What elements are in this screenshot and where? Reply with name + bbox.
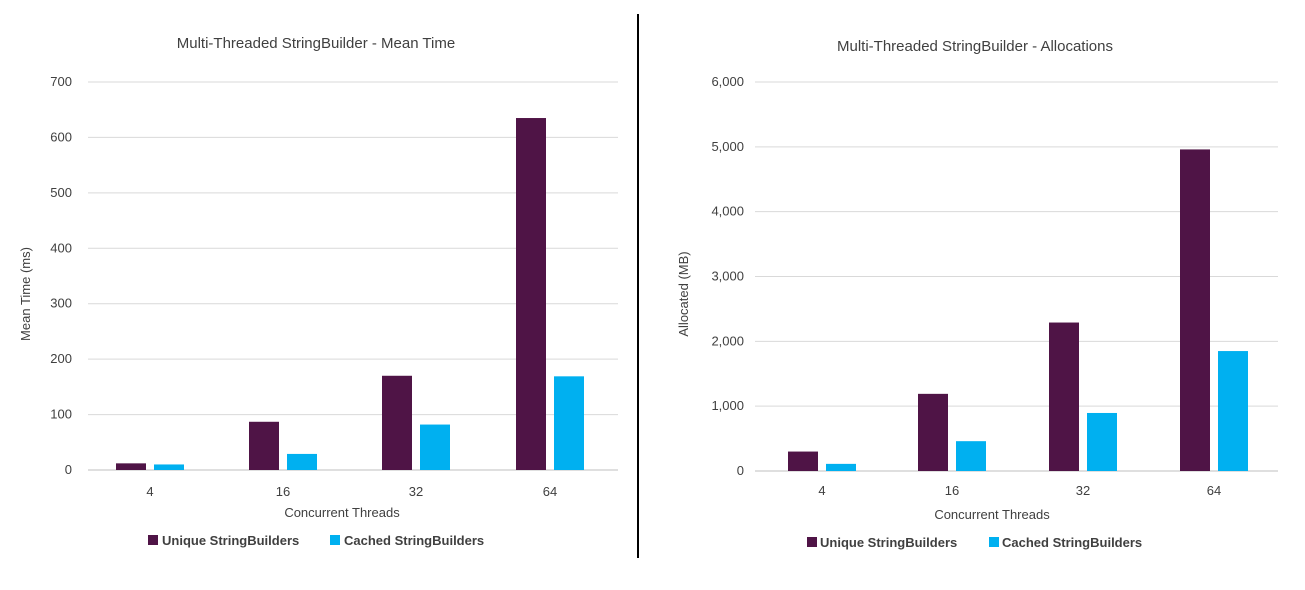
x-tick-label: 32	[409, 484, 423, 499]
y-tick-label: 4,000	[711, 204, 744, 219]
bar-cached-4	[154, 464, 184, 470]
legend-label-cached: Cached StringBuilders	[1002, 535, 1142, 550]
legend-label-cached: Cached StringBuilders	[344, 533, 484, 548]
y-tick-label: 700	[50, 74, 72, 89]
x-tick-label: 4	[146, 484, 153, 499]
x-tick-label: 64	[1207, 483, 1221, 498]
bar-unique-16	[249, 421, 279, 470]
x-tick-label: 16	[276, 484, 290, 499]
bar-unique-64	[516, 118, 546, 471]
y-tick-label: 200	[50, 351, 72, 366]
bars	[788, 149, 1248, 471]
legend: Unique StringBuilders Cached StringBuild…	[807, 535, 1142, 550]
x-tick-label: 16	[945, 483, 959, 498]
y-tick-label: 300	[50, 296, 72, 311]
y-tick-label: 2,000	[711, 333, 744, 348]
y-tick-label: 6,000	[711, 74, 744, 89]
x-tick-label: 32	[1076, 483, 1090, 498]
x-tick-labels: 4 16 32 64	[146, 484, 557, 499]
x-axis-title: Concurrent Threads	[284, 505, 400, 520]
legend-swatch-cached	[989, 537, 999, 547]
bar-unique-32	[382, 375, 412, 470]
legend-label-unique: Unique StringBuilders	[162, 533, 299, 548]
y-tick-label: 0	[737, 463, 744, 478]
y-tick-label: 600	[50, 129, 72, 144]
chart-title: Multi-Threaded StringBuilder - Allocatio…	[837, 38, 1113, 55]
bar-cached-32	[1087, 412, 1117, 471]
bar-unique-64	[1180, 149, 1210, 471]
x-tick-labels: 4 16 32 64	[818, 483, 1221, 498]
chart-title: Multi-Threaded StringBuilder - Mean Time	[177, 35, 455, 52]
bar-unique-16	[918, 393, 948, 471]
legend: Unique StringBuilders Cached StringBuild…	[148, 533, 484, 548]
bars	[116, 118, 584, 471]
y-tick-label: 5,000	[711, 139, 744, 154]
y-tick-labels: 0 1,000 2,000 3,000 4,000 5,000 6,000	[711, 74, 744, 478]
y-tick-label: 1,000	[711, 398, 744, 413]
y-axis-title: Mean Time (ms)	[18, 247, 33, 341]
x-axis-title: Concurrent Threads	[934, 507, 1050, 522]
y-tick-label: 0	[65, 462, 72, 477]
bar-cached-32	[420, 424, 450, 470]
y-tick-labels: 0 100 200 300 400 500 600 700	[50, 74, 72, 477]
bar-cached-4	[826, 463, 856, 471]
allocations-chart: Multi-Threaded StringBuilder - Allocatio…	[676, 38, 1278, 550]
bar-cached-64	[554, 376, 584, 470]
y-tick-label: 500	[50, 185, 72, 200]
gridlines	[88, 81, 618, 471]
y-tick-label: 100	[50, 407, 72, 422]
bar-cached-16	[287, 453, 317, 470]
x-tick-label: 64	[543, 484, 557, 499]
bar-cached-16	[956, 441, 986, 471]
mean-time-chart: Multi-Threaded StringBuilder - Mean Time…	[18, 35, 618, 548]
bar-unique-4	[116, 463, 146, 470]
bar-unique-32	[1049, 322, 1079, 471]
bar-unique-4	[788, 451, 818, 471]
y-tick-label: 400	[50, 240, 72, 255]
legend-swatch-unique	[148, 535, 158, 545]
x-tick-label: 4	[818, 483, 825, 498]
legend-swatch-unique	[807, 537, 817, 547]
y-axis-title: Allocated (MB)	[676, 251, 691, 336]
y-tick-label: 3,000	[711, 269, 744, 284]
bar-cached-64	[1218, 351, 1248, 471]
legend-swatch-cached	[330, 535, 340, 545]
legend-label-unique: Unique StringBuilders	[820, 535, 957, 550]
